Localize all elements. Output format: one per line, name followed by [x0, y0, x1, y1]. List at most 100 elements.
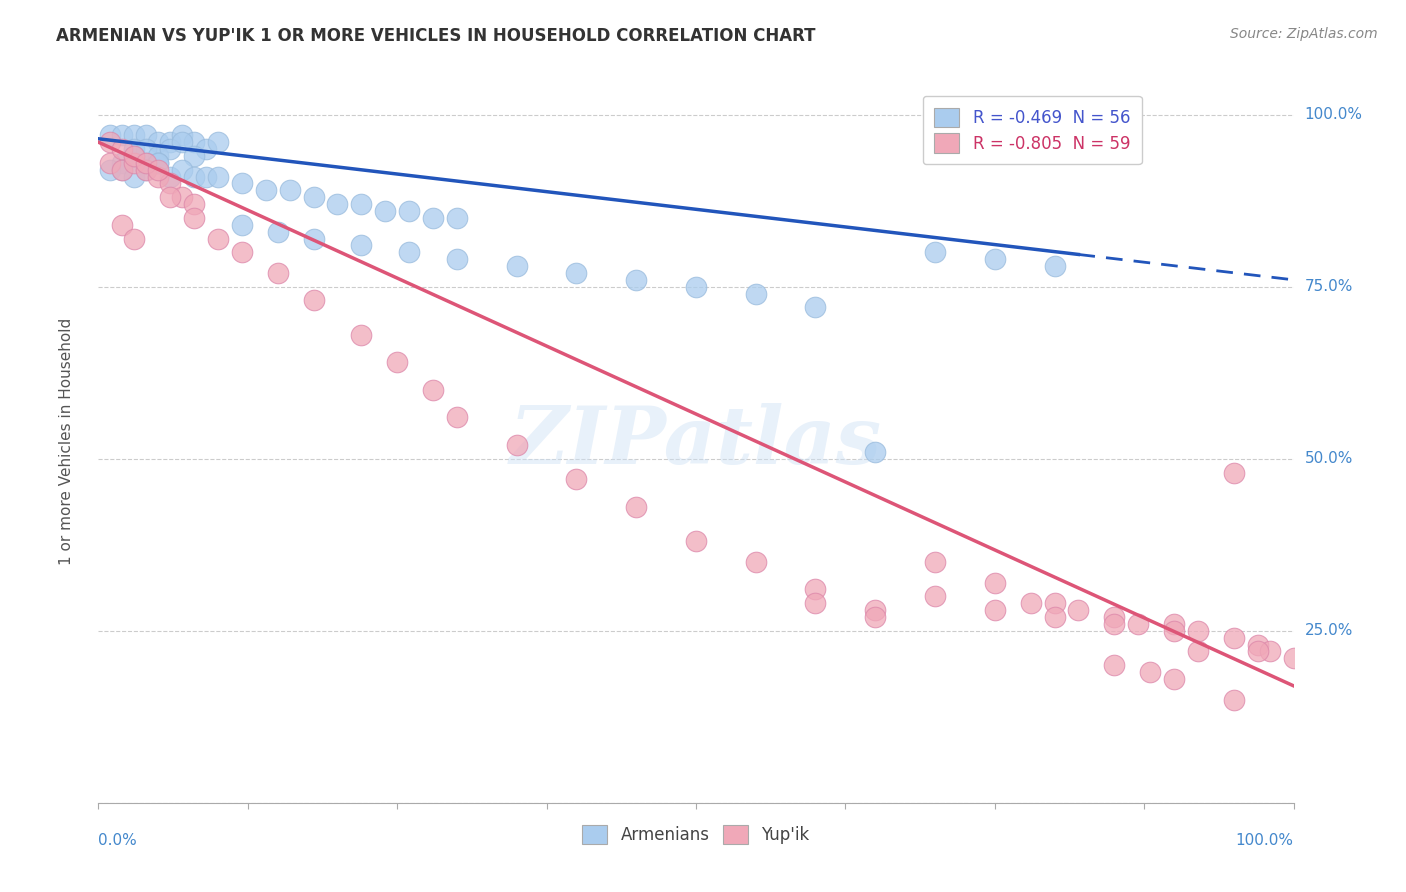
Point — [98, 135, 122, 149]
Point — [1128, 616, 1150, 631]
Point — [111, 142, 134, 156]
Point — [183, 197, 205, 211]
Text: ZIPatlas: ZIPatlas — [510, 403, 882, 480]
Point — [111, 218, 134, 232]
Point — [350, 327, 373, 342]
Text: Source: ZipAtlas.com: Source: ZipAtlas.com — [1230, 27, 1378, 41]
Point — [374, 204, 396, 219]
Point — [745, 555, 768, 569]
Point — [984, 252, 1007, 267]
Point — [804, 301, 827, 315]
Point — [1187, 624, 1209, 638]
Point — [278, 183, 301, 197]
Point — [1258, 644, 1281, 658]
Point — [1247, 638, 1270, 652]
Point — [183, 211, 205, 225]
Point — [135, 156, 157, 170]
Point — [302, 231, 325, 245]
Point — [207, 169, 229, 184]
Point — [148, 156, 170, 170]
Point — [326, 197, 349, 211]
Point — [804, 582, 827, 597]
Text: 25.0%: 25.0% — [1305, 624, 1353, 639]
Point — [804, 596, 827, 610]
Point — [159, 177, 181, 191]
Point — [984, 603, 1007, 617]
Point — [446, 410, 468, 425]
Point — [1163, 624, 1185, 638]
Text: 50.0%: 50.0% — [1305, 451, 1353, 467]
Point — [865, 610, 887, 624]
Point — [111, 162, 134, 177]
Point — [745, 286, 768, 301]
Point — [1104, 616, 1126, 631]
Text: 100.0%: 100.0% — [1236, 833, 1294, 848]
Point — [183, 135, 205, 149]
Point — [98, 156, 122, 170]
Point — [111, 162, 134, 177]
Point — [207, 135, 229, 149]
Point — [135, 156, 157, 170]
Point — [172, 135, 194, 149]
Point — [385, 355, 409, 369]
Point — [159, 142, 181, 156]
Point — [302, 190, 325, 204]
Point — [1187, 644, 1209, 658]
Point — [207, 231, 229, 245]
Point — [1019, 596, 1042, 610]
Point — [1247, 644, 1270, 658]
Point — [159, 135, 181, 149]
Text: 100.0%: 100.0% — [1305, 107, 1362, 122]
Point — [984, 575, 1007, 590]
Point — [924, 245, 946, 260]
Text: ARMENIAN VS YUP'IK 1 OR MORE VEHICLES IN HOUSEHOLD CORRELATION CHART: ARMENIAN VS YUP'IK 1 OR MORE VEHICLES IN… — [56, 27, 815, 45]
Point — [398, 245, 420, 260]
Text: 0.0%: 0.0% — [98, 833, 138, 848]
Point — [565, 472, 588, 486]
Point — [626, 500, 648, 514]
Point — [1139, 665, 1161, 679]
Point — [98, 162, 122, 177]
Point — [267, 225, 290, 239]
Point — [350, 197, 373, 211]
Point — [172, 162, 194, 177]
Point — [446, 252, 468, 267]
Point — [124, 149, 146, 163]
Point — [565, 266, 588, 280]
Point — [135, 162, 157, 177]
Point — [865, 445, 887, 459]
Text: 75.0%: 75.0% — [1305, 279, 1353, 294]
Y-axis label: 1 or more Vehicles in Household: 1 or more Vehicles in Household — [59, 318, 75, 566]
Point — [506, 438, 529, 452]
Point — [1223, 466, 1246, 480]
Point — [148, 162, 170, 177]
Point — [148, 135, 170, 149]
Point — [159, 169, 181, 184]
Point — [111, 128, 134, 143]
Point — [350, 238, 373, 252]
Point — [231, 245, 253, 260]
Point — [148, 149, 170, 163]
Point — [1043, 596, 1066, 610]
Point — [159, 190, 181, 204]
Point — [111, 156, 134, 170]
Point — [124, 156, 146, 170]
Point — [124, 169, 146, 184]
Point — [231, 177, 253, 191]
Point — [302, 293, 325, 308]
Point — [1282, 651, 1305, 665]
Point — [1104, 610, 1126, 624]
Point — [685, 534, 707, 549]
Point — [422, 211, 444, 225]
Point — [231, 218, 253, 232]
Point — [1104, 658, 1126, 673]
Point — [148, 156, 170, 170]
Point — [172, 128, 194, 143]
Point — [254, 183, 277, 197]
Point — [1163, 672, 1185, 686]
Point — [865, 603, 887, 617]
Legend: Armenians, Yup'ik: Armenians, Yup'ik — [574, 816, 818, 852]
Point — [135, 128, 157, 143]
Point — [195, 169, 218, 184]
Point — [172, 190, 194, 204]
